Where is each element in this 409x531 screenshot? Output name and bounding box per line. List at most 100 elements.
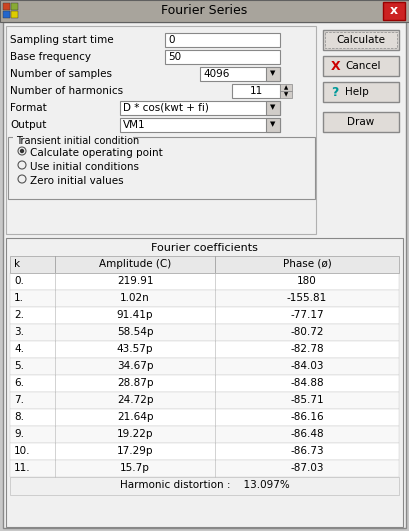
Text: 180: 180 bbox=[297, 276, 317, 286]
Bar bbox=[6, 238, 403, 527]
Text: 1.02n: 1.02n bbox=[120, 293, 150, 303]
Bar bbox=[266, 118, 280, 132]
Text: Help: Help bbox=[345, 87, 369, 97]
Text: 219.91: 219.91 bbox=[117, 276, 153, 286]
Text: 15.7p: 15.7p bbox=[120, 463, 150, 473]
Text: Fourier Series: Fourier Series bbox=[162, 4, 247, 18]
Bar bbox=[3, 11, 10, 18]
Text: Calculate: Calculate bbox=[337, 35, 386, 45]
Bar bbox=[120, 101, 280, 115]
Text: 0.: 0. bbox=[14, 276, 24, 286]
Text: 8.: 8. bbox=[14, 412, 24, 422]
Text: -84.88: -84.88 bbox=[290, 378, 324, 388]
Bar bbox=[165, 33, 280, 47]
Text: -84.03: -84.03 bbox=[290, 361, 324, 371]
Circle shape bbox=[20, 149, 24, 153]
Text: ▲: ▲ bbox=[284, 85, 288, 90]
Text: 11.: 11. bbox=[14, 463, 31, 473]
Text: Zero initial values: Zero initial values bbox=[30, 176, 124, 186]
Bar bbox=[120, 118, 280, 132]
Text: 43.57p: 43.57p bbox=[117, 344, 153, 354]
Text: 91.41p: 91.41p bbox=[117, 310, 153, 320]
Bar bbox=[323, 56, 399, 76]
Text: Base frequency: Base frequency bbox=[10, 52, 91, 62]
Text: 9.: 9. bbox=[14, 429, 24, 439]
Text: 4096: 4096 bbox=[203, 69, 229, 79]
Bar bbox=[10, 358, 399, 375]
Text: Transient initial condition: Transient initial condition bbox=[16, 136, 139, 146]
Text: -87.03: -87.03 bbox=[290, 463, 324, 473]
Text: x: x bbox=[390, 4, 398, 18]
Bar bbox=[10, 324, 399, 341]
Text: -77.17: -77.17 bbox=[290, 310, 324, 320]
Text: Fourier coefficients: Fourier coefficients bbox=[151, 243, 258, 253]
Text: Format: Format bbox=[10, 103, 47, 113]
Bar bbox=[383, 2, 405, 20]
Bar bbox=[11, 3, 18, 10]
Bar bbox=[323, 30, 399, 50]
Text: Phase (ø): Phase (ø) bbox=[283, 259, 331, 269]
Bar bbox=[10, 426, 399, 443]
Text: ?: ? bbox=[331, 85, 338, 98]
Bar bbox=[10, 409, 399, 426]
Text: 10.: 10. bbox=[14, 446, 31, 456]
Text: 3.: 3. bbox=[14, 327, 24, 337]
Text: 5.: 5. bbox=[14, 361, 24, 371]
Text: Sampling start time: Sampling start time bbox=[10, 35, 114, 45]
Text: 58.54p: 58.54p bbox=[117, 327, 153, 337]
Text: Number of harmonics: Number of harmonics bbox=[10, 86, 123, 96]
Bar bbox=[10, 392, 399, 409]
Text: 50: 50 bbox=[168, 52, 181, 62]
Text: Use initial conditions: Use initial conditions bbox=[30, 162, 139, 172]
Text: 28.87p: 28.87p bbox=[117, 378, 153, 388]
Text: Calculate operating point: Calculate operating point bbox=[30, 148, 163, 158]
Bar bbox=[165, 50, 280, 64]
Bar bbox=[10, 341, 399, 358]
Bar bbox=[13, 133, 133, 141]
Text: Number of samples: Number of samples bbox=[10, 69, 112, 79]
Text: VM1: VM1 bbox=[123, 120, 146, 130]
Text: Draw: Draw bbox=[347, 117, 375, 127]
Bar bbox=[11, 11, 18, 18]
Text: Output: Output bbox=[10, 120, 46, 130]
Bar bbox=[10, 477, 399, 495]
Bar bbox=[8, 137, 315, 199]
Text: -80.72: -80.72 bbox=[290, 327, 324, 337]
Text: -82.78: -82.78 bbox=[290, 344, 324, 354]
Bar bbox=[325, 32, 397, 48]
Bar bbox=[280, 91, 292, 98]
Text: 1.: 1. bbox=[14, 293, 24, 303]
Bar bbox=[10, 290, 399, 307]
Bar bbox=[0, 0, 409, 22]
Text: -155.81: -155.81 bbox=[287, 293, 327, 303]
Text: -86.73: -86.73 bbox=[290, 446, 324, 456]
Text: -85.71: -85.71 bbox=[290, 395, 324, 405]
Text: Amplitude (C): Amplitude (C) bbox=[99, 259, 171, 269]
Bar bbox=[3, 3, 10, 10]
Text: Harmonic distortion :    13.097%: Harmonic distortion : 13.097% bbox=[119, 480, 290, 490]
Text: -86.16: -86.16 bbox=[290, 412, 324, 422]
Text: ▼: ▼ bbox=[284, 92, 288, 97]
Text: 4.: 4. bbox=[14, 344, 24, 354]
Bar bbox=[10, 375, 399, 392]
Bar bbox=[10, 256, 399, 273]
Text: 0: 0 bbox=[168, 35, 175, 45]
Text: 6.: 6. bbox=[14, 378, 24, 388]
Text: 7.: 7. bbox=[14, 395, 24, 405]
Bar bbox=[6, 26, 316, 234]
Text: 2.: 2. bbox=[14, 310, 24, 320]
Text: k: k bbox=[14, 259, 20, 269]
Bar bbox=[266, 67, 280, 81]
Bar bbox=[266, 101, 280, 115]
Text: 19.22p: 19.22p bbox=[117, 429, 153, 439]
Text: ▼: ▼ bbox=[270, 121, 276, 127]
Text: X: X bbox=[331, 59, 341, 73]
Bar bbox=[10, 273, 399, 290]
Bar bbox=[232, 84, 280, 98]
Bar bbox=[323, 112, 399, 132]
Text: 11: 11 bbox=[249, 86, 263, 96]
Text: 24.72p: 24.72p bbox=[117, 395, 153, 405]
Text: D * cos(kwt + fi): D * cos(kwt + fi) bbox=[123, 103, 209, 113]
Text: 17.29p: 17.29p bbox=[117, 446, 153, 456]
Text: -86.48: -86.48 bbox=[290, 429, 324, 439]
